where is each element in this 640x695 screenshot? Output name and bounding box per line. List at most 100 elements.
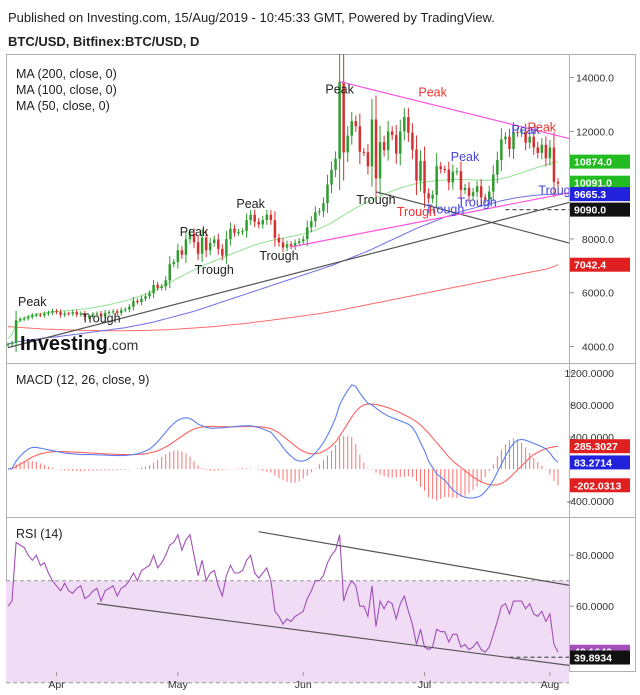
- candle-body: [107, 312, 111, 314]
- value-tag-bg: [570, 455, 630, 470]
- time-axis: Apr May Jun Jul Aug: [48, 672, 559, 691]
- investing-logo: Investing .com: [20, 333, 138, 355]
- candle-body: [390, 131, 394, 136]
- value-tag-bg: [570, 650, 630, 665]
- y-tick-label: 12000.0: [576, 126, 614, 138]
- candle-body: [200, 237, 204, 254]
- value-tag-text: 10874.0: [574, 157, 612, 169]
- y-tick-label: 6000.0: [582, 288, 614, 300]
- candle-body: [144, 296, 147, 299]
- x-tick-label: May: [168, 679, 189, 691]
- candle-body: [399, 131, 402, 154]
- candle-body: [350, 121, 353, 136]
- candle-body: [435, 166, 438, 195]
- candle-body: [241, 231, 244, 233]
- value-tag-text: 9090.0: [574, 205, 606, 217]
- candle-body: [483, 197, 487, 200]
- candle-body: [415, 149, 418, 181]
- candle-body: [520, 131, 523, 133]
- candle-body: [128, 306, 131, 310]
- candle-body: [14, 320, 18, 343]
- candle-body: [22, 318, 26, 320]
- candle-body: [229, 228, 232, 240]
- value-tag-text: 83.2714: [574, 457, 612, 469]
- candle-body: [322, 203, 325, 212]
- candle-body: [297, 241, 301, 243]
- candle-body: [471, 192, 475, 196]
- candle-body: [310, 221, 313, 228]
- value-tag-bg: [570, 187, 630, 202]
- candle-body: [366, 152, 370, 167]
- candle-body: [188, 233, 192, 240]
- candle-body: [119, 310, 123, 313]
- candle-body: [257, 221, 260, 225]
- candle-body: [136, 300, 139, 303]
- candle-body: [463, 187, 467, 190]
- candle-body: [479, 186, 483, 198]
- candle-body: [556, 181, 560, 184]
- annotation-label: Trough: [425, 202, 464, 216]
- candle-body: [18, 319, 22, 321]
- y-tick-label: 8000.0: [582, 234, 614, 246]
- candle-body: [394, 135, 398, 154]
- candle-body: [269, 214, 273, 221]
- peak-trough-annotations: Peak Trough Peak Trough Peak Trough Peak Trough…: [18, 83, 569, 326]
- candle-body: [532, 136, 535, 148]
- y-tick-label: -400.0000: [567, 496, 614, 508]
- candle-body: [342, 81, 345, 153]
- candle-body: [318, 211, 321, 213]
- candle-body: [164, 280, 167, 287]
- price-trendlines: [7, 80, 569, 349]
- annotation-label: Peak: [528, 120, 557, 134]
- value-tag-bg: [570, 175, 630, 190]
- value-tag-bg: [570, 154, 630, 169]
- candle-body: [156, 284, 159, 288]
- annotation-label: Trough: [259, 249, 298, 263]
- candle-body: [492, 174, 495, 192]
- candle-body: [217, 239, 220, 249]
- candle-body: [358, 126, 362, 152]
- candle-body: [71, 312, 74, 314]
- candle-body: [55, 311, 58, 313]
- legend-ma200: MA (200, close, 0): [16, 67, 117, 81]
- candle-body: [99, 313, 103, 317]
- y-tick-label: 14000.0: [576, 73, 614, 85]
- candle-body: [488, 191, 491, 200]
- candle-body: [467, 187, 471, 196]
- annotation-label: Peak: [418, 85, 447, 99]
- candle-body: [540, 144, 544, 153]
- candle-body: [253, 214, 256, 222]
- candle-body: [346, 135, 349, 153]
- candle-body: [43, 313, 46, 316]
- trendline: [7, 201, 569, 349]
- symbol-title: BTC/USD, Bitfinex:BTC/USD, D: [8, 34, 199, 49]
- candle-body: [63, 313, 66, 315]
- candle-body: [512, 131, 515, 150]
- y-tick-label: 4000.0: [582, 342, 614, 354]
- rsi-y-axis: 80.0000 60.0000: [569, 550, 614, 613]
- x-tick-label: Apr: [48, 679, 65, 691]
- logo-main: Investing: [20, 333, 108, 355]
- value-tag-bg: [570, 478, 630, 493]
- candle-body: [451, 171, 455, 183]
- candle-body: [552, 147, 556, 182]
- x-tick-label: Jun: [295, 679, 312, 691]
- candle-body: [180, 250, 184, 255]
- candle-body: [196, 242, 200, 254]
- candle-body: [411, 132, 414, 150]
- candle-body: [419, 160, 422, 181]
- y-tick-label: 1200.0000: [564, 368, 614, 380]
- x-tick-label: Jul: [418, 679, 431, 691]
- ma100-line: [7, 193, 559, 345]
- y-tick-label: 60.0000: [576, 601, 614, 613]
- candle-body: [115, 311, 119, 313]
- candle-body: [237, 231, 240, 233]
- annotation-label: Peak: [451, 150, 480, 164]
- candle-body: [301, 239, 305, 242]
- trendline: [339, 80, 569, 140]
- candle-body: [334, 158, 337, 170]
- candle-body: [132, 300, 135, 307]
- value-tag-text: 285.3027: [574, 441, 618, 453]
- trendline: [290, 192, 569, 248]
- price-indicator-lines: [7, 161, 559, 345]
